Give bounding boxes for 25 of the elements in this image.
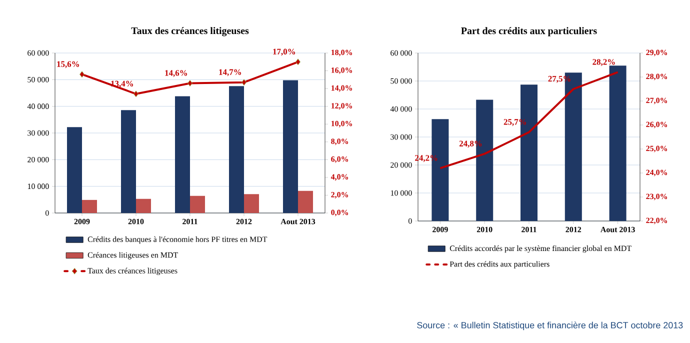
data-label: 28,2% [592,59,615,66]
source-note: Source : « Bulletin Statistique et financière de la BCT octobre 2013 [417,322,683,330]
bar [82,200,97,213]
data-label: 17,0% [273,48,296,56]
chart-title: Taux des créances litigeuses [131,27,249,36]
bar [136,198,151,213]
data-label: 14,6% [165,70,188,78]
chart-title: Part des crédits aux particuliers [461,27,597,36]
point [134,90,138,98]
bar [229,86,244,213]
point [242,79,246,86]
bar [190,196,205,213]
data-label: 15,6% [57,61,80,68]
point [188,80,192,86]
bar [298,190,314,213]
bar [175,96,190,213]
point [296,58,300,66]
bar [283,80,298,213]
bar [67,127,82,213]
bar [121,110,136,213]
data-label: 14,7% [219,69,242,76]
line-series [439,71,619,170]
bar [609,66,626,221]
bar [244,194,259,213]
point [80,71,84,78]
